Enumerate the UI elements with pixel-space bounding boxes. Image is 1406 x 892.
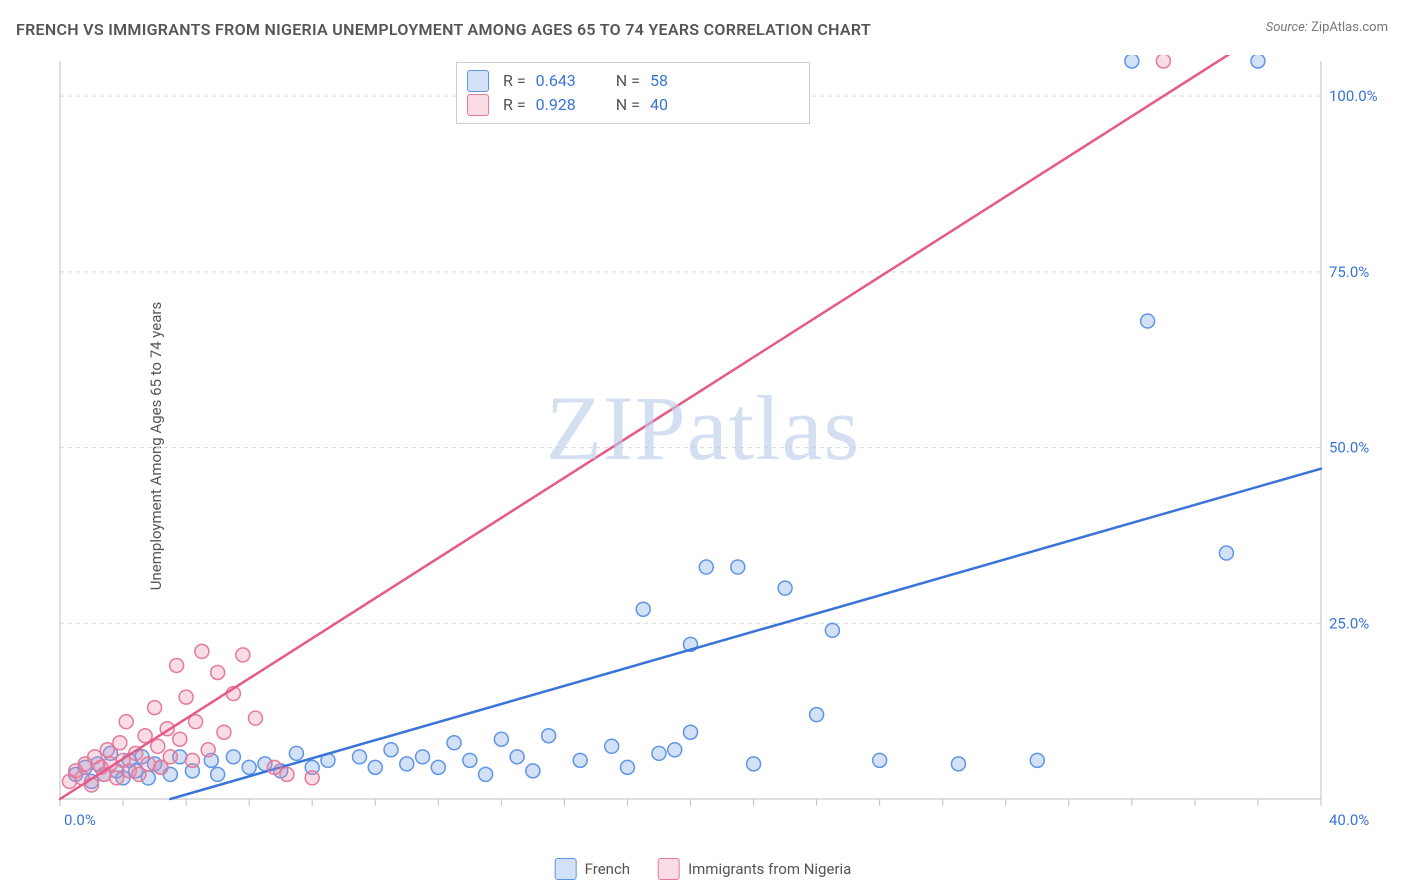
n-label: N = [616,69,640,93]
swatch-icon [658,858,680,880]
legend-stats-row: R = 0.928 N = 40 [467,93,797,117]
svg-text:75.0%: 75.0% [1329,263,1369,281]
legend-label: Immigrants from Nigeria [688,860,851,878]
legend-label: French [585,860,630,878]
source-attribution: Source: ZipAtlas.com [1266,20,1388,35]
swatch-icon [467,94,489,116]
svg-text:100.0%: 100.0% [1329,87,1378,105]
legend-bottom: French Immigrants from Nigeria [555,858,852,880]
r-value: 0.643 [536,69,576,93]
svg-text:40.0%: 40.0% [1329,811,1369,829]
legend-item-french: French [555,858,630,880]
swatch-icon [555,858,577,880]
svg-text:0.0%: 0.0% [64,811,96,829]
legend-item-nigeria: Immigrants from Nigeria [658,858,851,880]
legend-stats-row: R = 0.643 N = 58 [467,69,797,93]
r-value: 0.928 [536,93,576,117]
svg-text:50.0%: 50.0% [1329,439,1369,457]
n-value: 58 [650,69,668,93]
r-label: R = [503,69,526,93]
n-label: N = [616,93,640,117]
swatch-icon [467,70,489,92]
chart-title: FRENCH VS IMMIGRANTS FROM NIGERIA UNEMPL… [16,20,871,39]
source-label: Source: [1266,20,1308,35]
legend-stats-box: R = 0.643 N = 58 R = 0.928 N = 40 [456,62,810,124]
chart-svg: 25.0% 50.0% 75.0% 100.0% 0.0% 40.0% [58,55,1391,835]
scatter-chart: 25.0% 50.0% 75.0% 100.0% 0.0% 40.0% [58,55,1391,835]
n-value: 40 [650,93,668,117]
source-value: ZipAtlas.com [1311,20,1388,35]
svg-text:25.0%: 25.0% [1329,614,1369,632]
r-label: R = [503,93,526,117]
